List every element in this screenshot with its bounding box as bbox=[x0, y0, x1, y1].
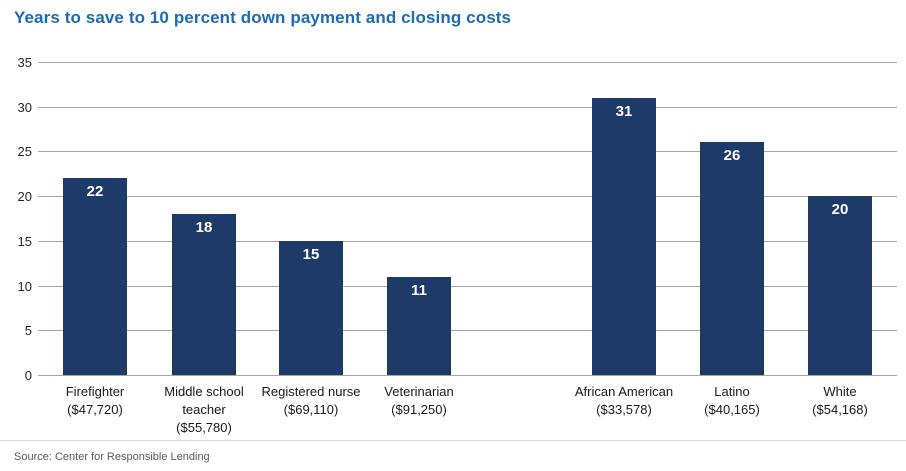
category-salary: ($69,110) bbox=[283, 402, 339, 418]
category-label: Veterinarian ($91,250) bbox=[369, 383, 469, 419]
bar-value-label: 11 bbox=[411, 281, 427, 299]
bar-value-label: 26 bbox=[723, 147, 741, 165]
bar-african-american: 31 bbox=[592, 97, 656, 375]
category-label: Latino ($40,165) bbox=[682, 383, 782, 419]
gridline-y-15 bbox=[38, 240, 897, 242]
y-axis-tick-label: 5 bbox=[24, 323, 32, 339]
bar-registered-nurse: 15 bbox=[279, 240, 343, 375]
gridline-y-5 bbox=[38, 330, 897, 332]
bar-middle-school-teacher: 18 bbox=[172, 214, 236, 375]
bar-value-label: 18 bbox=[195, 219, 213, 237]
bar-value-label: 31 bbox=[615, 102, 633, 120]
category-label: Middle school teacher ($55,780) bbox=[154, 383, 254, 438]
gridline-y-10 bbox=[38, 285, 897, 287]
bar-veterinarian: 11 bbox=[387, 276, 451, 375]
gridline-y-35 bbox=[38, 62, 897, 63]
y-axis-tick-label: 35 bbox=[17, 55, 32, 70]
category-salary: ($54,168) bbox=[812, 402, 868, 418]
y-axis-tick-label: 25 bbox=[17, 144, 32, 160]
divider-line bbox=[0, 440, 906, 441]
bar-firefighter: 22 bbox=[63, 178, 127, 375]
source-note: Source: Center for Responsible Lending bbox=[14, 451, 210, 463]
y-axis-tick-label: 30 bbox=[17, 99, 32, 115]
category-label: African American ($33,578) bbox=[574, 383, 674, 419]
category-label: Registered nurse ($69,110) bbox=[261, 383, 361, 419]
bar-value-label: 15 bbox=[302, 245, 320, 263]
category-name: African American bbox=[574, 384, 674, 399]
category-name: White bbox=[823, 384, 857, 399]
chart-title: Years to save to 10 percent down payment… bbox=[14, 8, 512, 27]
gridline-y-0 bbox=[38, 375, 897, 376]
category-name: Veterinarian bbox=[384, 384, 454, 399]
category-name: Firefighter bbox=[65, 384, 125, 399]
category-name: Registered nurse bbox=[261, 384, 361, 399]
category-label: Firefighter ($47,720) bbox=[45, 383, 145, 419]
gridline-y-20 bbox=[38, 196, 897, 198]
gridline-y-30 bbox=[38, 106, 897, 108]
category-salary: ($40,165) bbox=[704, 402, 760, 418]
category-label: White ($54,168) bbox=[790, 383, 890, 419]
y-axis-tick-label: 10 bbox=[17, 278, 32, 294]
category-salary: ($91,250) bbox=[391, 402, 447, 418]
y-axis-tick-label: 15 bbox=[17, 233, 32, 249]
category-salary: ($55,780) bbox=[176, 420, 232, 436]
y-axis-tick-label: 20 bbox=[17, 189, 32, 205]
category-name: Latino bbox=[714, 384, 750, 399]
bar-latino: 26 bbox=[700, 142, 764, 375]
category-name: Middle school teacher bbox=[164, 384, 244, 418]
bar-value-label: 20 bbox=[831, 201, 849, 219]
bar-white: 20 bbox=[808, 196, 872, 375]
category-salary: ($33,578) bbox=[596, 402, 652, 418]
gridline-y-25 bbox=[38, 151, 897, 153]
bar-value-label: 22 bbox=[86, 183, 104, 201]
y-axis-tick-label: 0 bbox=[24, 368, 32, 383]
category-salary: ($47,720) bbox=[67, 402, 123, 418]
